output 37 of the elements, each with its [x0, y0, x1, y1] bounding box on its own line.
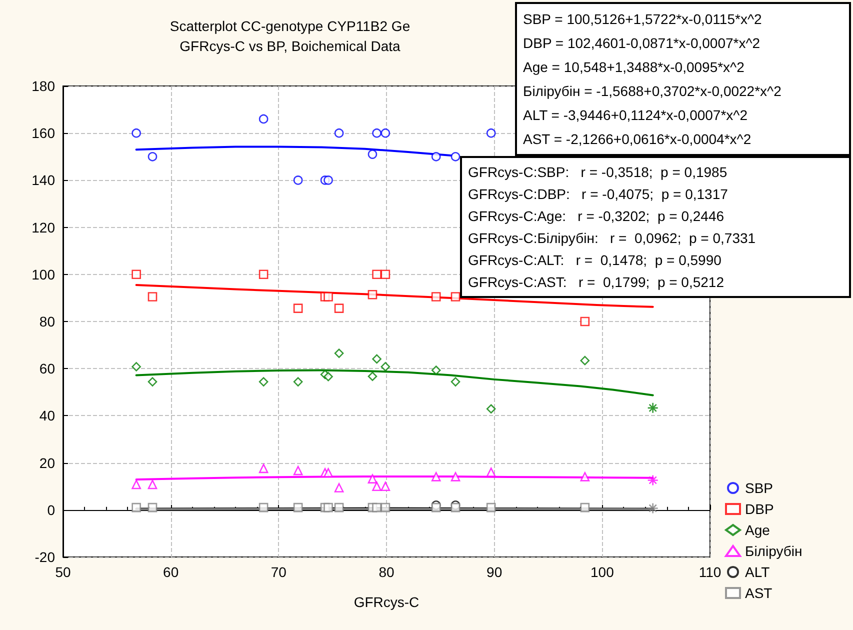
y-tick-label: 80: [39, 314, 56, 330]
equation-box: SBP = 100,5126+1,5722*x-0,0115*x^2 DBP = 102,4601-0,0871*x-0,0007*x^2 Age = 10,548+1,3488*x-0,0095*x^2 Білірубін = -1,5688+0,3702*x-0,0022*x^2 ALT = -3,9446+0,1124*x-0,0007*x^2 AST = -2,1266+0,0616*x-0,0004*x^2: [515, 2, 851, 156]
x-tick-label: 80: [378, 564, 394, 580]
y-tick-label: 0: [47, 502, 56, 518]
y-tick-label: 100: [32, 266, 56, 282]
y-tick-label: 120: [32, 219, 56, 236]
y-tick-label: 180: [32, 78, 56, 94]
chart-title: Scatterplot CC-genotype CYP11B2 Ge: [170, 18, 410, 34]
x-tick-label: 90: [486, 564, 502, 580]
annotation: GFRcys-C:DBP: r = -0,4075; p = 0,1317: [468, 185, 729, 204]
x-tick-label: 70: [270, 564, 287, 580]
y-tick-label: -20: [34, 549, 56, 565]
x-tick-label: 60: [163, 564, 179, 580]
x-tick-label: 50: [55, 564, 71, 580]
annotation: GFRcys-C:SBP: r = -0,3518; p = 0,1985: [468, 163, 728, 182]
x-tick-label: 110: [698, 564, 722, 580]
y-tick-label: 20: [39, 454, 56, 471]
legend-label: SBP: [745, 480, 774, 496]
y-tick-label: 160: [32, 125, 56, 142]
y-tick-label: 40: [39, 408, 56, 424]
y-tick-label: 140: [32, 172, 56, 188]
annotation: Білірубін = -1,5688+0,3702*x-0,0022*x^2: [523, 82, 782, 101]
x-tick-label: 100: [590, 564, 614, 580]
legend-label: Білірубін: [745, 543, 802, 559]
annotation: GFRcys-C:AST: r = 0,1799; p = 0,5212: [468, 273, 726, 292]
annotation: GFRcys-C:Білірубін: r = 0,0962; p = 0,7331: [468, 229, 757, 248]
legend-label: DBP: [745, 501, 774, 517]
y-tick-label: 60: [39, 360, 56, 377]
legend-label: AST: [745, 585, 773, 601]
x-axis-title: GFRcys-C: [354, 594, 420, 610]
chart-subtitle: GFRcys-C vs BP, Boichemical Data: [180, 38, 401, 54]
legend-label: Age: [745, 522, 770, 538]
annotation: AST = -2,1266+0,0616*x-0,0004*x^2: [523, 130, 752, 149]
annotation: GFRcys-C:Age: r = -0,3202; p = 0,2446: [468, 207, 726, 226]
annotation: ALT = -3,9446+0,1124*x-0,0007*x^2: [523, 106, 749, 125]
legend-label: ALT: [745, 564, 770, 580]
annotation: GFRcys-C:ALT: r = 0,1478; p = 0,5990: [468, 251, 722, 270]
